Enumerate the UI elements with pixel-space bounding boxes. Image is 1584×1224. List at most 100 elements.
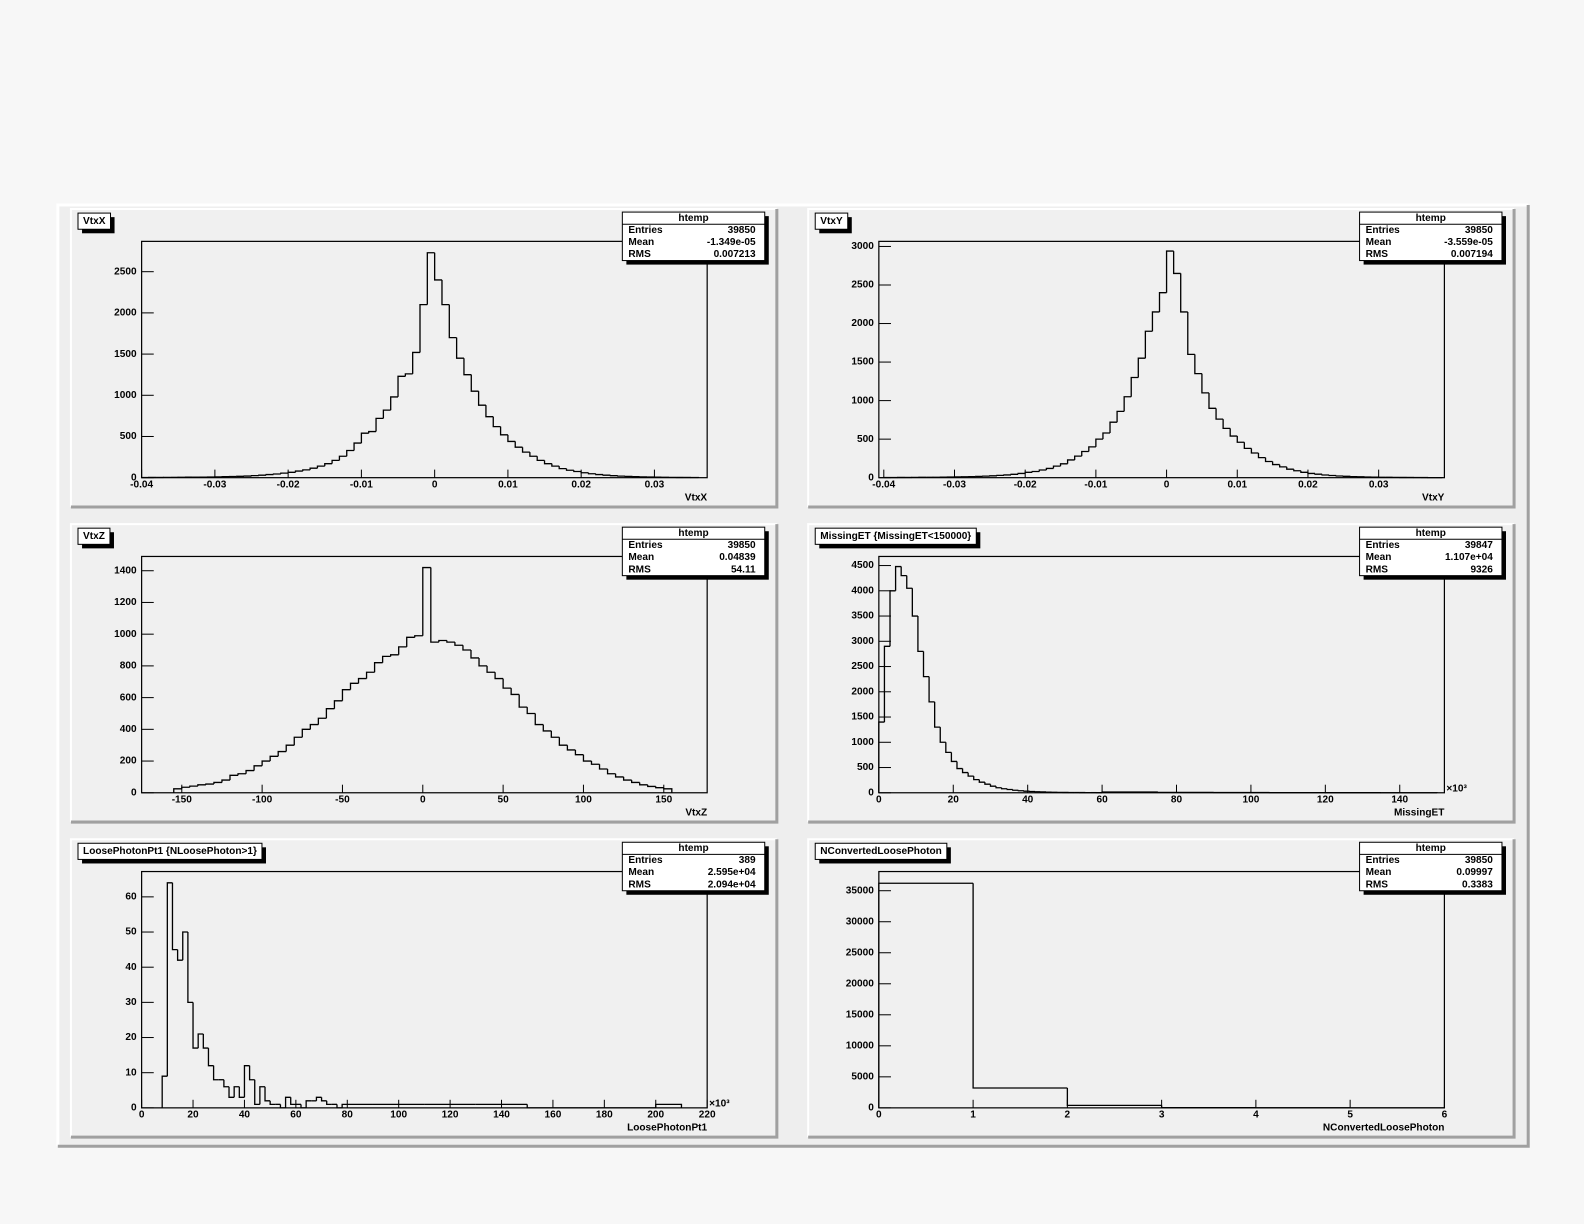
histogram-bin	[1074, 455, 1082, 460]
histogram-bin	[534, 713, 544, 726]
stats-box	[1359, 841, 1503, 892]
histogram-bin	[245, 769, 255, 774]
histogram-bin	[373, 662, 383, 673]
histogram-bin	[248, 1065, 255, 1081]
histogram-bin	[375, 417, 384, 432]
histogram-bin	[1137, 357, 1146, 378]
histogram-bin	[1172, 251, 1181, 275]
histogram-bin	[320, 1097, 327, 1102]
histogram-bin	[1300, 470, 1308, 473]
stats-value: 389	[739, 855, 756, 866]
histogram-bin	[341, 1103, 348, 1108]
y-tick-label: 4500	[851, 560, 874, 571]
histogram-bin	[1116, 410, 1125, 423]
y-tick-label: 500	[120, 431, 137, 442]
x-tick-label: 20	[948, 795, 960, 806]
histogram-bin	[663, 787, 673, 793]
histogram-bin	[573, 470, 582, 473]
stats-label: Entries	[1366, 855, 1401, 866]
x-tick-label: 80	[342, 1110, 354, 1121]
y-tick-label: 4000	[851, 585, 874, 596]
histogram-bin	[878, 721, 885, 793]
stats-value: 39850	[1465, 225, 1493, 236]
y-tick-label: 2000	[851, 686, 874, 697]
x-tick-label: 140	[1391, 795, 1408, 806]
histogram-bin	[470, 374, 479, 392]
histogram-bin	[187, 932, 194, 1004]
pad-shadow	[70, 209, 779, 509]
histogram-bin	[582, 754, 592, 762]
histogram-bin	[655, 1103, 683, 1108]
chart-title: LoosePhotonPt1 {NLoosePhoton>1}	[83, 846, 257, 857]
stats-value: 2.094e+04	[708, 879, 756, 890]
x-tick-label: 150	[655, 795, 672, 806]
x-tick-label: 0.03	[645, 479, 665, 490]
histogram-bin	[1017, 790, 1024, 792]
histogram-bin	[973, 776, 980, 781]
histogram-bin	[412, 351, 421, 374]
stats-label: Mean	[1366, 552, 1392, 563]
histogram-bin	[326, 1100, 332, 1106]
x-axis-title: VtxY	[1422, 493, 1445, 504]
histogram-bin	[521, 447, 530, 453]
y-tick-label: 25000	[846, 947, 874, 958]
stats-label: Mean	[1366, 237, 1392, 248]
histogram-bin	[536, 456, 545, 462]
stats-label: Entries	[628, 225, 663, 236]
histogram-bin	[606, 768, 616, 775]
histogram-bin	[259, 1086, 266, 1105]
y-tick-label: 10000	[846, 1040, 874, 1051]
histogram-bin	[294, 470, 303, 473]
stats-value: -3.559e-05	[1444, 237, 1493, 248]
x-tick-label: 6	[1442, 1110, 1448, 1121]
histogram-bin	[598, 764, 608, 770]
histogram-bin	[950, 752, 957, 763]
histogram-bin	[237, 773, 247, 776]
histogram-bin	[502, 678, 512, 689]
histogram-bin	[269, 755, 279, 762]
histogram-bin	[397, 375, 406, 397]
x-tick-label: 120	[442, 1110, 459, 1121]
stats-label: Mean	[628, 552, 654, 563]
x-axis-title: MissingET	[1394, 808, 1445, 819]
histogram-bin	[1066, 1088, 1162, 1107]
x-axis-title: VtxX	[685, 493, 708, 504]
histogram-bin	[166, 882, 173, 1077]
histogram-bin	[1158, 292, 1167, 312]
y-tick-label: 200	[120, 756, 137, 767]
histogram-bin	[1144, 330, 1153, 359]
stats-label: Entries	[628, 540, 663, 551]
stats-value: 0.04839	[719, 552, 756, 563]
histogram-bin	[486, 665, 496, 673]
stats-title: htemp	[1416, 213, 1446, 224]
stats-box	[621, 841, 766, 892]
histogram-bin	[265, 473, 274, 476]
histogram-bin	[485, 405, 494, 418]
x-tick-label: 100	[390, 1110, 407, 1121]
histogram-bin	[972, 883, 1068, 1089]
histogram-bin	[176, 949, 183, 961]
y-tick-label: 1000	[114, 629, 137, 640]
x-tick-label: 100	[575, 795, 592, 806]
histogram-bin	[228, 1086, 235, 1098]
stats-value: 1.107e+04	[1445, 552, 1493, 563]
pad-highlight	[69, 838, 777, 1138]
histogram-bin	[1081, 450, 1089, 457]
histogram-bin	[878, 882, 974, 1108]
histogram-bin	[1038, 469, 1047, 472]
stats-value: 0.007213	[714, 249, 756, 260]
histogram-bin	[448, 304, 457, 339]
chart-title: VtxY	[820, 216, 843, 227]
y-tick-label: 0	[868, 472, 874, 483]
x-tick-label: 0	[420, 795, 426, 806]
histogram-bin	[551, 463, 560, 467]
histogram-bin	[338, 455, 347, 461]
x-tick-label: 80	[1171, 795, 1183, 806]
y-tick-label: 600	[120, 692, 137, 703]
histogram-bin	[1066, 459, 1075, 464]
pad-highlight	[69, 523, 777, 823]
histogram-bin	[587, 472, 596, 475]
y-tick-label: 30	[125, 997, 137, 1008]
y-tick-label: 1500	[114, 349, 137, 360]
histogram-bin	[309, 467, 318, 470]
